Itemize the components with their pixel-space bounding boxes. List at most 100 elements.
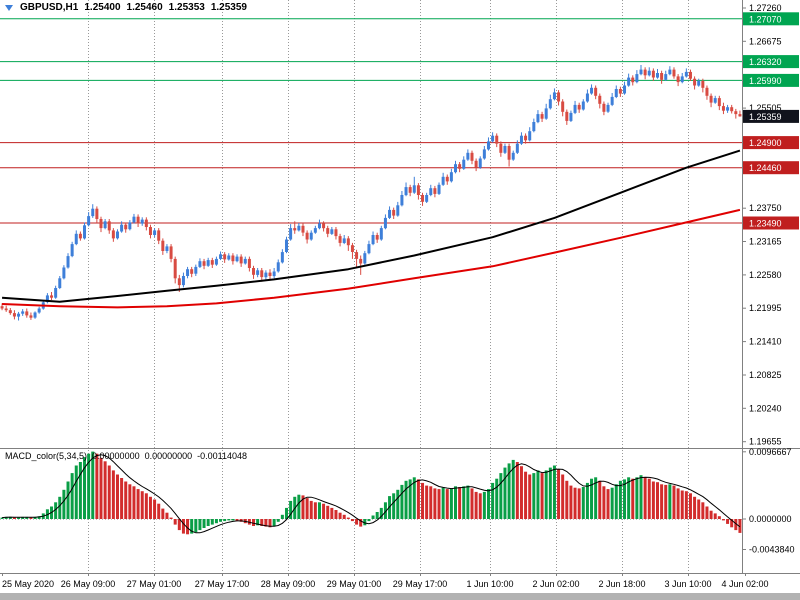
- candle-body: [103, 221, 107, 229]
- macd-tick-label: 0.0000000: [749, 514, 792, 524]
- macd-bar: [676, 488, 680, 519]
- macd-bar: [441, 487, 445, 519]
- macd-bar: [58, 496, 62, 519]
- macd-bar: [0, 517, 4, 519]
- candle-body: [738, 114, 742, 117]
- candle-body: [412, 185, 416, 193]
- candle-body: [684, 71, 688, 77]
- candle-body: [416, 185, 420, 195]
- candle-body: [107, 221, 111, 231]
- candle-body: [486, 141, 490, 150]
- macd-bar: [618, 480, 622, 519]
- macd-bar: [655, 482, 659, 519]
- candle-body: [445, 176, 449, 182]
- candle-body: [499, 143, 503, 153]
- candle-body: [454, 164, 458, 173]
- ohlc-open-value: 1.25400: [84, 2, 121, 13]
- macd-bar: [412, 477, 416, 519]
- candle-body: [548, 99, 552, 109]
- candle-body: [210, 260, 214, 265]
- candle-body: [194, 266, 198, 274]
- candle-body: [165, 246, 169, 251]
- macd-bar: [363, 519, 367, 526]
- macd-bar: [165, 512, 169, 519]
- macd-bar: [688, 493, 692, 519]
- macd-bar: [396, 489, 400, 519]
- time-axis-label: 28 May 09:00: [261, 579, 316, 589]
- macd-bar: [219, 519, 223, 522]
- macd-bar: [437, 489, 441, 519]
- candle-body: [115, 231, 119, 239]
- macd-bar: [503, 467, 507, 519]
- candle-body: [503, 146, 507, 153]
- candle-body: [305, 232, 309, 240]
- chart-header: GBPUSD,H1 1.25400 1.25460 1.25353 1.2535…: [5, 2, 247, 13]
- candle-body: [449, 172, 453, 182]
- macd-bar: [289, 500, 293, 519]
- macd-bar: [631, 478, 635, 519]
- macd-bar: [495, 478, 499, 519]
- macd-bar: [198, 519, 202, 531]
- macd-bar: [552, 465, 556, 519]
- price-level-badge: 1.23490: [743, 216, 799, 230]
- candle-body: [153, 230, 157, 235]
- candle-body: [400, 195, 404, 206]
- macd-axis[interactable]: 0.0096667 0.0000000 -0.0043840: [742, 447, 795, 555]
- ohlc-low-value: 1.25353: [168, 2, 205, 13]
- macd-value-3: -0.00114048: [197, 451, 248, 461]
- macd-bar: [227, 519, 231, 521]
- candle-body: [396, 205, 400, 216]
- macd-bar: [623, 479, 627, 519]
- candle-body: [12, 313, 16, 317]
- macd-bar: [87, 453, 91, 519]
- moving-average-fast-line: [1, 149, 741, 303]
- macd-bar: [115, 474, 119, 519]
- macd-bar: [66, 481, 70, 519]
- macd-bar: [25, 516, 29, 519]
- macd-bar: [425, 485, 429, 519]
- candle-body: [202, 261, 206, 266]
- candle-body: [569, 112, 573, 121]
- candle-body: [181, 276, 185, 286]
- price-axis[interactable]: 1.27260 1.26675 1.25505 1.23750 1.23165 1.225…: [742, 3, 782, 447]
- macd-bar: [474, 491, 478, 519]
- candle-body: [668, 69, 672, 75]
- macd-bar: [169, 517, 173, 519]
- macd-bar: [231, 519, 235, 521]
- price-tick-label: 1.20825: [749, 370, 782, 380]
- candle-body: [317, 223, 321, 229]
- candle-body: [375, 235, 379, 240]
- candle-body: [478, 158, 482, 168]
- candle-body: [717, 98, 721, 107]
- candle-body: [721, 106, 725, 111]
- macd-bar: [602, 486, 606, 519]
- macd-bar: [346, 517, 350, 519]
- macd-bar: [536, 470, 540, 519]
- macd-bar: [507, 463, 511, 519]
- candle-body: [227, 255, 231, 260]
- price-tick-label: 1.19655: [749, 437, 782, 447]
- candle-body: [252, 268, 256, 275]
- candle-body: [326, 228, 330, 234]
- candle-body: [231, 255, 235, 262]
- candle-body: [441, 176, 445, 185]
- candle-body: [284, 239, 288, 252]
- candle-body: [519, 135, 523, 144]
- macd-tick-label: -0.0043840: [749, 545, 795, 555]
- macd-bar: [350, 519, 354, 522]
- macd-bar: [664, 484, 668, 519]
- candle-body: [433, 188, 437, 194]
- macd-bar: [272, 519, 276, 526]
- macd-bar: [260, 519, 264, 526]
- candle-body: [95, 208, 99, 219]
- macd-bar: [738, 519, 742, 533]
- candle-body: [334, 229, 338, 237]
- candle-body: [408, 187, 412, 193]
- candle-body: [540, 114, 544, 119]
- macd-bar: [194, 519, 198, 533]
- macd-bar: [111, 470, 115, 519]
- time-axis[interactable]: 25 May 2020 26 May 09:00 27 May 01:00 27 Ma…: [2, 573, 769, 589]
- macd-bar: [726, 519, 730, 524]
- price-level-badge: 1.25990: [743, 73, 799, 87]
